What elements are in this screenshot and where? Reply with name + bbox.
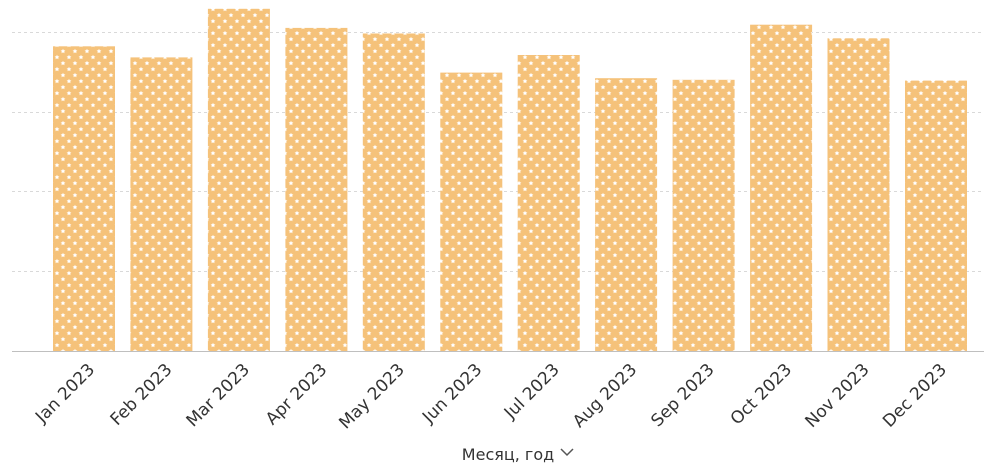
x-tick-labels: Jan 2023 Feb 2023 Mar 2023 Apr 2023 May 2023… [31, 360, 951, 433]
x-tick-label: Jan 2023 [31, 360, 99, 428]
x-tick-label: Jul 2023 [500, 360, 564, 424]
bar-apr-2023[interactable] [285, 27, 348, 352]
x-tick-label: Apr 2023 [262, 360, 331, 429]
bars [53, 8, 967, 352]
x-tick-label: Nov 2023 [801, 360, 873, 432]
x-tick-label: Oct 2023 [727, 360, 796, 429]
x-tick-label: Mar 2023 [183, 360, 254, 431]
bar-aug-2023[interactable] [595, 78, 658, 351]
x-axis-title-dropdown[interactable]: Месяц, год [462, 445, 574, 464]
bar-oct-2023[interactable] [750, 24, 813, 351]
bar-feb-2023[interactable] [130, 57, 193, 352]
bar-mar-2023[interactable] [207, 8, 270, 352]
bar-sep-2023[interactable] [672, 79, 735, 352]
x-tick-label: Sep 2023 [647, 360, 718, 431]
bar-may-2023[interactable] [362, 33, 425, 352]
x-tick-label: May 2023 [335, 360, 408, 433]
chevron-down-icon[interactable] [560, 448, 574, 457]
x-tick-label: Dec 2023 [879, 360, 951, 432]
bar-jun-2023[interactable] [440, 72, 503, 351]
x-tick-label: Jun 2023 [418, 360, 486, 428]
bar-jul-2023[interactable] [517, 55, 580, 351]
x-tick-label: Aug 2023 [569, 360, 641, 432]
bar-jan-2023[interactable] [53, 46, 115, 352]
bar-nov-2023[interactable] [827, 38, 890, 352]
x-tick-label: Feb 2023 [107, 360, 177, 430]
x-axis-title[interactable]: Месяц, год [462, 445, 554, 464]
bar-dec-2023[interactable] [905, 80, 967, 351]
